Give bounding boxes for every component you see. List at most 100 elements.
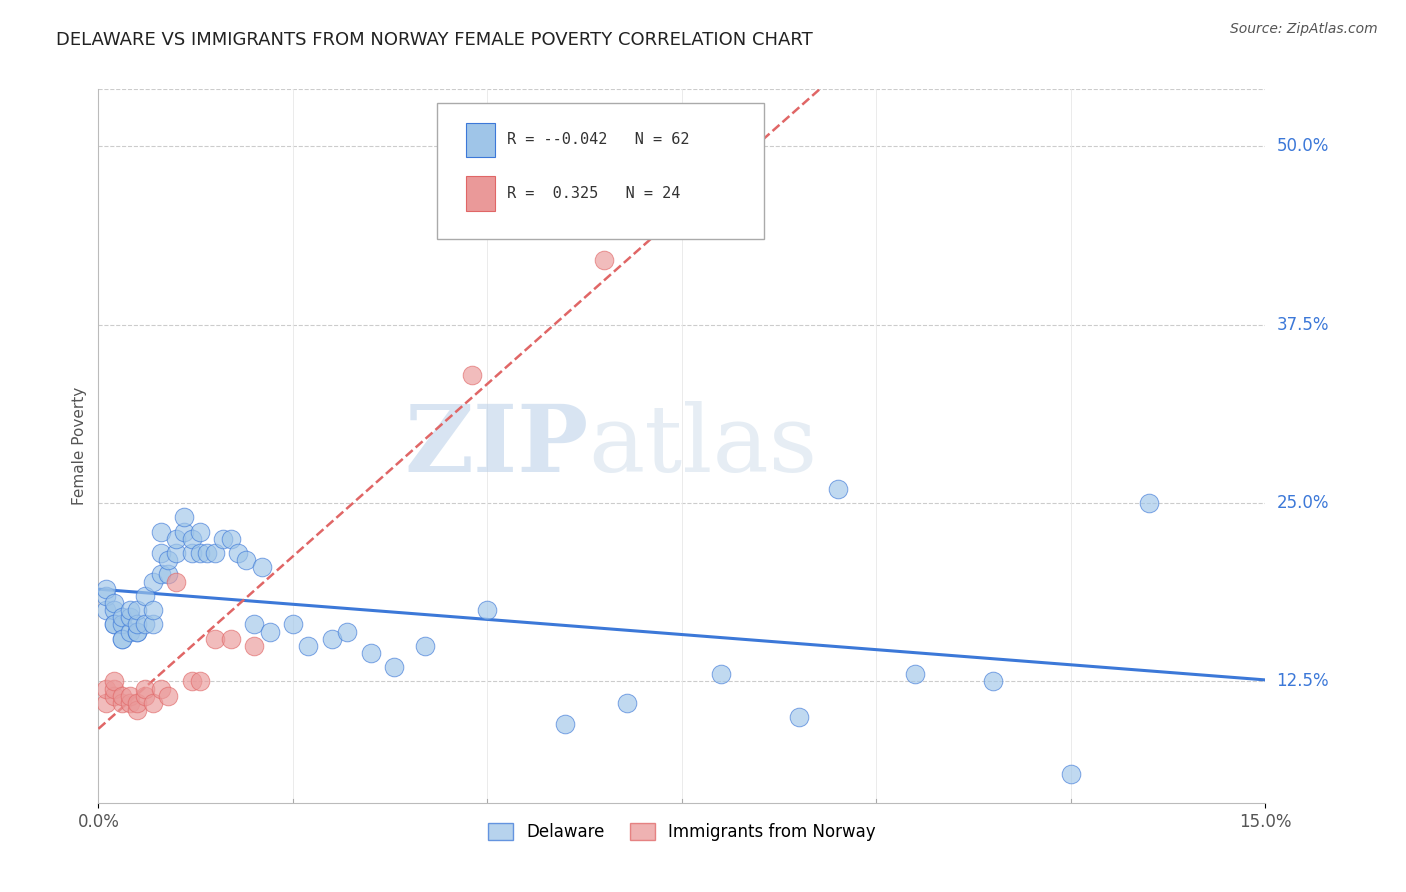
- Text: R = --0.042   N = 62: R = --0.042 N = 62: [508, 132, 689, 147]
- Point: [127, 624, 149, 639]
- Point: [212, 532, 235, 546]
- Point: [616, 696, 638, 710]
- Point: [157, 567, 180, 582]
- Point: [321, 632, 343, 646]
- Point: [103, 689, 125, 703]
- FancyBboxPatch shape: [465, 177, 495, 211]
- Text: R =  0.325   N = 24: R = 0.325 N = 24: [508, 186, 681, 201]
- Point: [382, 660, 405, 674]
- Point: [477, 603, 499, 617]
- Point: [118, 696, 141, 710]
- Point: [149, 524, 172, 539]
- Point: [127, 696, 149, 710]
- Point: [111, 632, 134, 646]
- Point: [228, 546, 250, 560]
- Point: [297, 639, 319, 653]
- Point: [103, 681, 125, 696]
- Point: [157, 553, 180, 567]
- Point: [142, 574, 165, 589]
- Point: [96, 681, 118, 696]
- Point: [165, 532, 187, 546]
- Point: [173, 524, 195, 539]
- Point: [188, 524, 211, 539]
- Point: [111, 689, 134, 703]
- Point: [219, 632, 242, 646]
- Text: ZIP: ZIP: [405, 401, 589, 491]
- Point: [96, 582, 118, 596]
- Point: [593, 253, 616, 268]
- Point: [103, 596, 125, 610]
- Point: [103, 674, 125, 689]
- Text: 25.0%: 25.0%: [1277, 494, 1329, 512]
- Legend: Delaware, Immigrants from Norway: Delaware, Immigrants from Norway: [481, 816, 883, 848]
- Point: [111, 610, 134, 624]
- Point: [243, 617, 266, 632]
- Point: [204, 632, 226, 646]
- Point: [149, 681, 172, 696]
- Point: [360, 646, 382, 660]
- Text: Source: ZipAtlas.com: Source: ZipAtlas.com: [1230, 22, 1378, 37]
- Text: 37.5%: 37.5%: [1277, 316, 1329, 334]
- Point: [96, 696, 118, 710]
- Point: [904, 667, 927, 681]
- Point: [103, 603, 125, 617]
- Text: 12.5%: 12.5%: [1277, 673, 1329, 690]
- Point: [188, 546, 211, 560]
- Text: DELAWARE VS IMMIGRANTS FROM NORWAY FEMALE POVERTY CORRELATION CHART: DELAWARE VS IMMIGRANTS FROM NORWAY FEMAL…: [56, 31, 813, 49]
- Point: [827, 482, 849, 496]
- Point: [243, 639, 266, 653]
- Point: [134, 589, 156, 603]
- Point: [142, 617, 165, 632]
- Point: [118, 610, 141, 624]
- Point: [111, 617, 134, 632]
- Point: [149, 546, 172, 560]
- Point: [118, 603, 141, 617]
- Point: [111, 632, 134, 646]
- FancyBboxPatch shape: [437, 103, 763, 239]
- Point: [1060, 767, 1083, 781]
- Point: [134, 689, 156, 703]
- Point: [195, 546, 218, 560]
- Point: [142, 603, 165, 617]
- FancyBboxPatch shape: [465, 123, 495, 157]
- Point: [1137, 496, 1160, 510]
- Point: [336, 624, 359, 639]
- Point: [204, 546, 226, 560]
- Point: [259, 624, 281, 639]
- Point: [118, 624, 141, 639]
- Point: [710, 667, 733, 681]
- Point: [173, 510, 195, 524]
- Point: [180, 532, 202, 546]
- Point: [127, 617, 149, 632]
- Point: [157, 689, 180, 703]
- Point: [235, 553, 257, 567]
- Point: [180, 674, 202, 689]
- Point: [134, 681, 156, 696]
- Point: [787, 710, 810, 724]
- Point: [180, 546, 202, 560]
- Point: [219, 532, 242, 546]
- Point: [413, 639, 436, 653]
- Y-axis label: Female Poverty: Female Poverty: [72, 387, 87, 505]
- Point: [981, 674, 1004, 689]
- Point: [118, 689, 141, 703]
- Text: atlas: atlas: [589, 401, 818, 491]
- Point: [103, 617, 125, 632]
- Point: [149, 567, 172, 582]
- Text: 50.0%: 50.0%: [1277, 137, 1329, 155]
- Point: [165, 574, 187, 589]
- Point: [127, 624, 149, 639]
- Point: [461, 368, 484, 382]
- Point: [554, 717, 576, 731]
- Point: [96, 589, 118, 603]
- Point: [96, 603, 118, 617]
- Point: [127, 703, 149, 717]
- Point: [165, 546, 187, 560]
- Point: [250, 560, 273, 574]
- Point: [188, 674, 211, 689]
- Point: [127, 603, 149, 617]
- Point: [111, 696, 134, 710]
- Point: [103, 617, 125, 632]
- Point: [281, 617, 304, 632]
- Point: [134, 617, 156, 632]
